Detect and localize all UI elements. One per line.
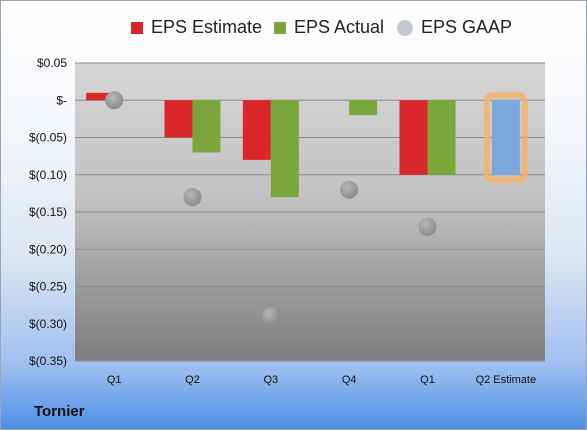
- highlight-glow: [483, 92, 528, 183]
- bar-actual: [427, 100, 456, 175]
- x-tick-label: Q1: [420, 374, 435, 386]
- bar-estimate: [242, 100, 271, 160]
- company-name: Tornier: [34, 403, 85, 420]
- y-tick-label: $(0.05): [29, 131, 67, 145]
- y-tick-label: $(0.25): [29, 280, 67, 294]
- gaap-points: [105, 91, 437, 326]
- bar-estimate: [399, 100, 428, 175]
- bar-actual: [270, 100, 299, 198]
- bars: [86, 92, 528, 198]
- bar-actual: [192, 100, 221, 153]
- legend-item-gaap: EPS GAAP: [397, 17, 512, 38]
- legend-item-actual: EPS Actual: [274, 17, 384, 38]
- bar-actual: [349, 100, 378, 116]
- x-tick-label: Q3: [263, 374, 278, 386]
- bar-q2-estimate: [491, 100, 520, 175]
- gaap-point: [340, 180, 359, 199]
- gaap-point: [105, 91, 124, 110]
- y-tick-label: $(0.10): [29, 168, 67, 182]
- y-tick-label: $(0.30): [29, 317, 67, 331]
- y-tick-label: $0.05: [37, 56, 67, 70]
- legend-label-gaap: EPS GAAP: [421, 17, 513, 37]
- x-tick-label: Q1: [107, 374, 122, 386]
- gaap-point: [261, 307, 280, 326]
- legend-label-actual: EPS Actual: [294, 17, 385, 37]
- gridlines: [75, 62, 545, 362]
- y-tick-label: $(0.35): [29, 354, 67, 368]
- bar-estimate: [164, 100, 193, 138]
- x-tick-label: Q2: [185, 374, 200, 386]
- y-tick-label: $-: [56, 93, 67, 107]
- legend-swatch-estimate: [131, 21, 143, 34]
- gaap-point: [183, 188, 202, 207]
- legend-label-estimate: EPS Estimate: [151, 17, 263, 37]
- x-axis: Q1 Q2 Q3 Q4 Q1 Q2 Estimate: [107, 374, 536, 386]
- x-tick-label: Q2 Estimate: [476, 374, 537, 386]
- x-tick-label: Q4: [342, 374, 357, 386]
- y-tick-label: $(0.20): [29, 242, 67, 256]
- legend: EPS Estimate EPS Actual EPS GAAP: [1, 17, 587, 43]
- bar-estimate: [86, 92, 115, 101]
- legend-item-estimate: EPS Estimate: [131, 17, 262, 38]
- y-axis: $0.05 $- $(0.05) $(0.10) $(0.15) $(0.20) $(0.2…: [29, 56, 67, 368]
- gaap-point: [418, 217, 437, 236]
- legend-swatch-gaap: [397, 19, 413, 36]
- y-tick-label: $(0.15): [29, 205, 67, 219]
- legend-swatch-actual: [274, 21, 286, 34]
